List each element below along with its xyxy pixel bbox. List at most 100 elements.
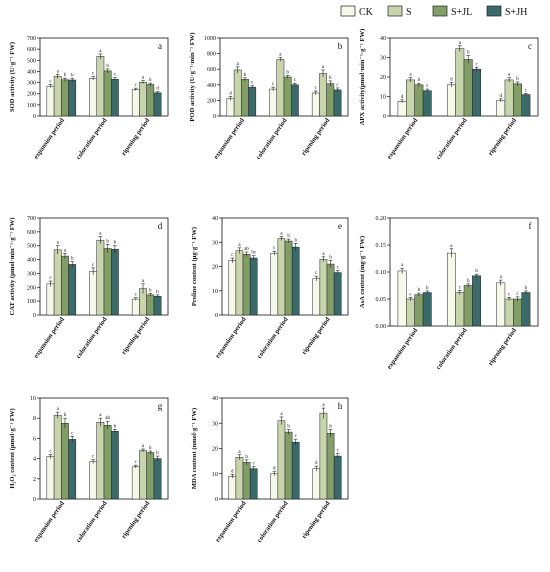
- panel-b: 0 200 400 600 800 1000 POD activity (U·g⁻¹·min…: [189, 32, 349, 161]
- significance-label: a: [450, 244, 453, 249]
- bar-sjh-1: [291, 246, 300, 316]
- bar-sjl-0: [414, 84, 424, 117]
- significance-label: ab: [105, 416, 110, 421]
- significance-label: a: [280, 232, 283, 237]
- y-axis-label: CAT activity (μmol·min⁻¹·g⁻¹ FW): [9, 217, 16, 315]
- bar-sjl-1: [284, 431, 293, 500]
- significance-label: c: [337, 266, 340, 271]
- significance-label: c: [475, 62, 478, 67]
- significance-label: b: [64, 73, 67, 78]
- significance-label: c: [315, 86, 318, 91]
- significance-label: c: [337, 449, 340, 454]
- bar-s-0: [406, 298, 415, 327]
- y-tick-label: 0: [213, 114, 216, 120]
- significance-label: b: [114, 424, 117, 429]
- x-category-label: coloration period: [256, 316, 290, 360]
- bar-sjh-0: [249, 468, 258, 500]
- bar-sjh-2: [333, 455, 342, 500]
- y-tick-label: 600: [27, 47, 36, 53]
- significance-label: c: [336, 83, 339, 88]
- y-axis-label: POD activity (U·g⁻¹·min⁻¹ FW): [189, 32, 196, 121]
- significance-label: b: [71, 73, 74, 78]
- bar-s-1: [96, 421, 105, 500]
- significance-label: c: [295, 434, 298, 439]
- significance-label: b: [467, 279, 470, 284]
- significance-label: b: [426, 286, 429, 291]
- bar-sjh-0: [422, 292, 432, 327]
- bar-s-0: [53, 249, 62, 316]
- significance-label: c: [135, 293, 138, 298]
- bar-s-1: [96, 239, 105, 316]
- bar-ck-0: [397, 270, 407, 327]
- x-category-label: ripening period: [120, 117, 151, 157]
- y-tick-label: 0: [33, 114, 36, 120]
- bar-sjl-1: [103, 248, 112, 316]
- significance-label: a: [322, 65, 325, 70]
- significance-label: c: [135, 460, 138, 465]
- x-category-label: coloration period: [435, 117, 469, 161]
- y-tick-label: 30: [212, 240, 218, 246]
- bar-s-1: [455, 292, 465, 327]
- bar-s-1: [96, 56, 105, 117]
- significance-label: b: [156, 451, 159, 456]
- significance-label: b: [475, 269, 478, 274]
- significance-label: b: [149, 289, 152, 294]
- x-category-label: expansion period: [214, 500, 248, 544]
- y-tick-label: 20: [380, 75, 386, 81]
- bar-ck-2: [131, 89, 140, 117]
- significance-label: c: [315, 271, 318, 276]
- bar-ck-2: [312, 278, 321, 316]
- bar-sjl-2: [146, 452, 155, 500]
- y-tick-label: 40: [212, 216, 218, 222]
- bar-ck-1: [89, 461, 97, 500]
- significance-label: c: [508, 292, 511, 297]
- legend-label-3: S+JH: [505, 7, 527, 18]
- significance-label: b: [467, 51, 470, 56]
- y-tick-label: 10: [380, 95, 386, 101]
- bar-sjl-1: [103, 425, 112, 500]
- significance-label: a: [322, 403, 325, 408]
- significance-label: a: [57, 69, 60, 74]
- y-tick-label: 500: [27, 244, 36, 250]
- significance-label: a: [500, 275, 503, 280]
- bar-sjl-1: [283, 76, 292, 117]
- bar-ck-1: [270, 252, 279, 316]
- bar-ck-2: [312, 468, 321, 500]
- bar-s-0: [235, 250, 244, 316]
- y-tick-label: 0.05: [376, 297, 387, 303]
- bar-ck-0: [46, 85, 55, 117]
- bar-ck-1: [89, 78, 97, 117]
- legend-label-1: S: [406, 7, 412, 18]
- significance-label: d: [231, 469, 234, 474]
- legend-swatch-2: [432, 5, 448, 17]
- significance-label: b: [525, 286, 528, 291]
- bar-sjh-2: [521, 94, 531, 117]
- bar-sjl-0: [61, 423, 69, 500]
- significance-label: c: [251, 81, 254, 86]
- bar-s-2: [319, 412, 328, 500]
- y-tick-label: 200: [207, 98, 216, 104]
- bar-sjl-2: [513, 298, 522, 327]
- x-category-label: expansion period: [33, 117, 67, 161]
- significance-label: a: [508, 73, 511, 78]
- legend-label-2: S+JL: [451, 7, 472, 18]
- significance-label: a: [459, 41, 462, 46]
- significance-label: a: [142, 444, 145, 449]
- y-tick-label: 800: [207, 52, 216, 58]
- y-tick-label: 700: [27, 216, 36, 222]
- bar-s-2: [139, 81, 147, 117]
- x-category-label: expansion period: [386, 327, 420, 371]
- y-tick-label: 40: [212, 396, 218, 402]
- significance-label: b: [286, 70, 289, 75]
- y-axis-label: Proline content (μg·g⁻¹ FW): [191, 227, 198, 306]
- y-tick-label: 0.10: [376, 270, 387, 276]
- y-tick-label: 10: [212, 472, 218, 478]
- significance-label: c: [92, 263, 95, 268]
- x-category-label: coloration period: [75, 316, 109, 360]
- significance-label: c: [71, 431, 74, 436]
- bar-sjh-1: [291, 441, 300, 500]
- bar-sjh-2: [333, 89, 342, 117]
- significance-label: b: [516, 77, 519, 82]
- significance-label: b: [329, 76, 332, 81]
- legend: CK S S+JL S+JH: [340, 5, 527, 18]
